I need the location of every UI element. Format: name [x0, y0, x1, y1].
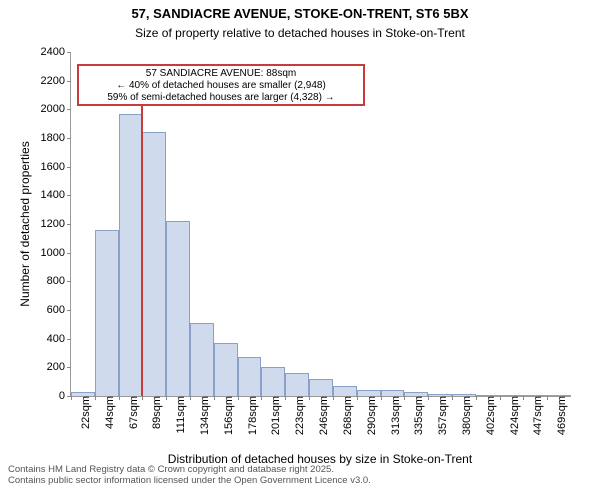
y-tick: [67, 367, 71, 368]
y-tick-label: 1200: [41, 218, 65, 230]
y-tick-label: 200: [47, 361, 65, 373]
y-tick: [67, 253, 71, 254]
x-tick: [309, 396, 310, 400]
y-tick: [67, 138, 71, 139]
y-tick-label: 1600: [41, 161, 65, 173]
footnote: Contains HM Land Registry data © Crown c…: [8, 465, 371, 487]
x-tick: [238, 396, 239, 400]
histogram-bar: [95, 230, 119, 396]
x-tick-label: 402sqm: [480, 396, 497, 435]
x-tick: [190, 396, 191, 400]
x-tick: [428, 396, 429, 400]
x-tick: [500, 396, 501, 400]
x-tick: [261, 396, 262, 400]
x-tick: [357, 396, 358, 400]
x-tick-label: 111sqm: [170, 396, 187, 434]
x-tick: [142, 396, 143, 400]
histogram-bar: [333, 386, 357, 396]
x-tick-label: 335sqm: [408, 396, 425, 435]
y-tick: [67, 224, 71, 225]
x-tick-label: 313sqm: [385, 396, 402, 435]
x-tick-label: 44sqm: [99, 396, 116, 429]
y-tick: [67, 167, 71, 168]
histogram-bar: [166, 221, 190, 396]
y-tick-label: 800: [47, 275, 65, 287]
x-tick-label: 469sqm: [551, 396, 568, 435]
y-tick: [67, 310, 71, 311]
x-tick-label: 447sqm: [527, 396, 544, 435]
x-tick: [71, 396, 72, 400]
histogram-bar: [261, 367, 285, 396]
page-subtitle: Size of property relative to detached ho…: [0, 26, 600, 40]
footnote-line-2: Contains public sector information licen…: [8, 476, 371, 487]
histogram-bar: [285, 373, 309, 396]
y-tick-label: 400: [47, 333, 65, 345]
x-tick-label: 89sqm: [146, 396, 163, 429]
histogram-bar: [119, 114, 143, 396]
x-tick: [404, 396, 405, 400]
y-tick-label: 0: [59, 390, 65, 402]
x-tick-label: 201sqm: [265, 396, 282, 435]
x-tick-label: 290sqm: [361, 396, 378, 435]
x-tick: [95, 396, 96, 400]
x-tick-label: 268sqm: [337, 396, 354, 435]
property-marker-line: [141, 106, 143, 396]
x-tick: [166, 396, 167, 400]
x-tick-label: 223sqm: [289, 396, 306, 435]
y-axis-label: Number of detached properties: [18, 52, 32, 396]
x-tick-label: 424sqm: [504, 396, 521, 435]
y-tick: [67, 339, 71, 340]
x-tick: [523, 396, 524, 400]
y-tick-label: 1000: [41, 247, 65, 259]
y-tick: [67, 195, 71, 196]
x-tick-label: 134sqm: [194, 396, 211, 435]
x-tick-label: 156sqm: [218, 396, 235, 435]
y-tick-label: 2200: [41, 75, 65, 87]
annotation-line-3: 59% of semi-detached houses are larger (…: [83, 92, 359, 104]
x-tick: [452, 396, 453, 400]
x-tick: [285, 396, 286, 400]
histogram-bar: [238, 357, 262, 396]
x-tick-label: 178sqm: [242, 396, 259, 435]
x-tick: [214, 396, 215, 400]
x-tick: [476, 396, 477, 400]
y-tick-label: 2400: [41, 46, 65, 58]
histogram-bar: [190, 323, 214, 396]
x-tick-label: 22sqm: [75, 396, 92, 429]
y-tick: [67, 281, 71, 282]
x-tick: [333, 396, 334, 400]
x-tick: [381, 396, 382, 400]
y-tick-label: 2000: [41, 103, 65, 115]
y-tick-label: 1400: [41, 189, 65, 201]
annotation-line-1: 57 SANDIACRE AVENUE: 88sqm: [83, 68, 359, 80]
annotation-callout: 57 SANDIACRE AVENUE: 88sqm← 40% of detac…: [77, 64, 365, 106]
y-tick: [67, 109, 71, 110]
histogram-bar: [309, 379, 333, 396]
x-tick-label: 380sqm: [456, 396, 473, 435]
histogram-bar: [142, 132, 166, 396]
y-tick: [67, 81, 71, 82]
annotation-line-2: ← 40% of detached houses are smaller (2,…: [83, 80, 359, 92]
x-tick-label: 246sqm: [313, 396, 330, 435]
x-tick-label: 357sqm: [432, 396, 449, 435]
histogram-plot: 0200400600800100012001400160018002000220…: [70, 52, 571, 397]
y-tick-label: 600: [47, 304, 65, 316]
x-tick: [547, 396, 548, 400]
x-tick: [119, 396, 120, 400]
x-tick-label: 67sqm: [123, 396, 140, 429]
histogram-bar: [214, 343, 238, 396]
y-tick: [67, 52, 71, 53]
y-tick-label: 1800: [41, 132, 65, 144]
page-title: 57, SANDIACRE AVENUE, STOKE-ON-TRENT, ST…: [0, 6, 600, 21]
